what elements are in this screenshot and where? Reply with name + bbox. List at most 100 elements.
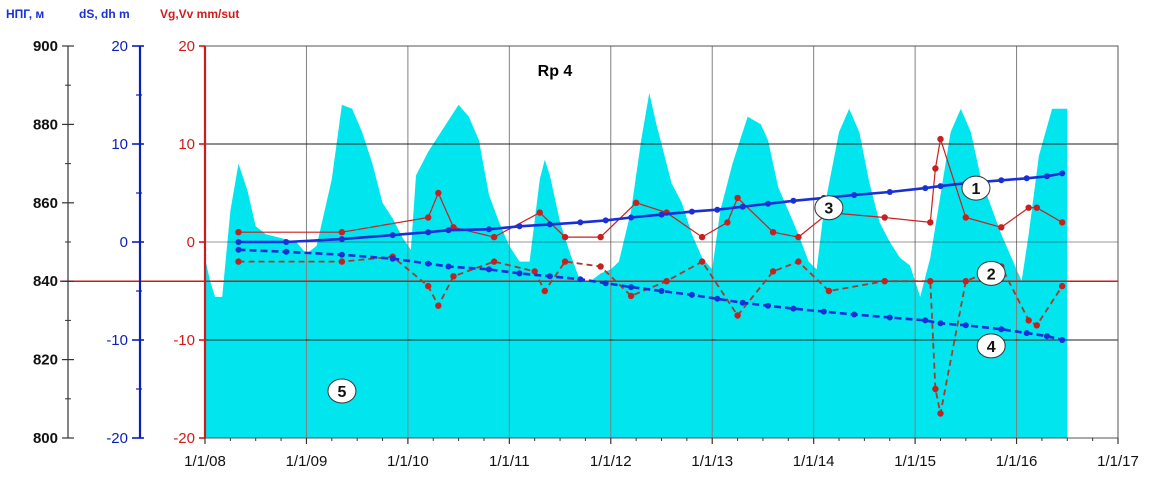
series-point-1 [632,199,640,206]
series-point-4 [790,305,797,312]
series-point-2 [561,258,569,265]
series-point-3 [790,197,797,204]
series-point-3 [922,185,929,192]
series-point-3 [628,214,635,221]
axis-title-vg: Vg,Vv mm/sut [160,7,239,21]
series-point-4 [389,255,396,262]
series-point-1 [235,229,242,236]
series-point-1 [962,214,969,221]
axis-x-tick-label: 1/1/08 [184,453,226,470]
series-point-2 [235,258,242,265]
series-point-1 [490,233,498,241]
series-point-4 [235,246,242,253]
series-point-3 [445,227,452,234]
series-point-1 [536,209,543,216]
series-point-1 [338,229,346,236]
callout-label: 4 [987,339,996,356]
series-point-1 [698,233,706,241]
callout-circle [327,378,357,404]
series-point-2 [927,278,934,285]
series-point-3 [577,219,584,226]
series-point-4 [486,266,492,273]
series-point-3 [937,183,944,190]
axis-x-tick-label: 1/1/09 [286,453,328,470]
axis-x-tick-label: 1/1/15 [894,453,936,470]
series-point-1 [795,233,802,241]
series-point-3 [1044,173,1050,180]
series-point-3 [338,236,345,243]
callout-label: 2 [987,266,996,283]
series-point-3 [851,192,858,198]
series-point-3 [765,200,771,207]
series-point-3 [235,239,242,245]
series-point-4 [998,326,1005,333]
series-point-4 [602,280,609,287]
series-point-4 [577,276,584,283]
series-point-4 [1059,337,1066,343]
axis-title-ds: dS, dh m [79,7,130,21]
series-point-4 [937,320,944,327]
axis-npg-tick-label: 840 [33,273,58,290]
series-point-1 [932,165,939,172]
series-point-1 [1025,204,1032,211]
series-point-3 [1023,175,1030,182]
axis-vg-tick-label: 20 [178,38,195,55]
series-point-1 [724,219,731,226]
series-point-4 [658,288,665,294]
series-point-4 [739,299,746,306]
series-point-3 [886,189,893,195]
callout-circle [976,333,1006,359]
series-point-4 [886,314,893,321]
axis-title-npg: НПГ, м [6,7,44,21]
callout-label: 5 [337,384,346,401]
series-point-1 [769,229,777,236]
series-point-3 [998,177,1005,184]
axis-vg-tick-label: 0 [187,234,195,251]
series-point-1 [881,214,888,221]
series-point-1 [597,233,604,241]
series-point-2 [962,278,969,285]
callout-circle [976,260,1006,286]
series-point-4 [628,284,635,291]
axis-ds-tick-label: -10 [106,332,128,349]
series-point-2 [1059,282,1066,290]
axis-ds-tick-label: 10 [111,136,128,153]
axis-x-tick-label: 1/1/13 [691,453,733,470]
callout-circle [961,175,991,201]
series-point-1 [1059,219,1066,226]
series-point-4 [765,302,771,309]
series-point-2 [450,273,457,280]
series-point-1 [425,214,432,221]
axis-x-tick-label: 1/1/10 [387,453,429,470]
series-point-3 [389,232,396,239]
series-point-2 [1033,322,1041,329]
series-point-3 [714,206,721,213]
axis-vg-tick-label: -20 [173,430,195,447]
axis-npg-tick-label: 800 [33,430,58,447]
series-point-2 [734,312,741,319]
series-point-4 [546,273,553,280]
series-point-2 [937,410,944,417]
series-line-3 [238,172,1063,244]
series-point-2 [795,258,802,265]
series-point-2 [1025,317,1032,324]
series-point-4 [714,295,721,302]
series-point-1 [561,233,569,241]
series-point-2 [338,258,346,265]
series-point-2 [490,258,498,265]
axis-vg-tick-label: -10 [173,332,195,349]
series-point-3 [486,226,492,233]
axis-npg-tick-label: 900 [33,38,58,55]
series-point-4 [820,308,827,315]
series-point-4 [283,248,290,255]
series-point-4 [922,317,929,324]
series-point-4 [425,260,432,267]
series-point-3 [546,221,553,228]
series-point-3 [516,223,523,230]
series-point-1 [435,189,442,197]
series-point-1 [927,219,934,226]
series-point-2 [825,287,833,295]
series-point-2 [663,278,670,285]
